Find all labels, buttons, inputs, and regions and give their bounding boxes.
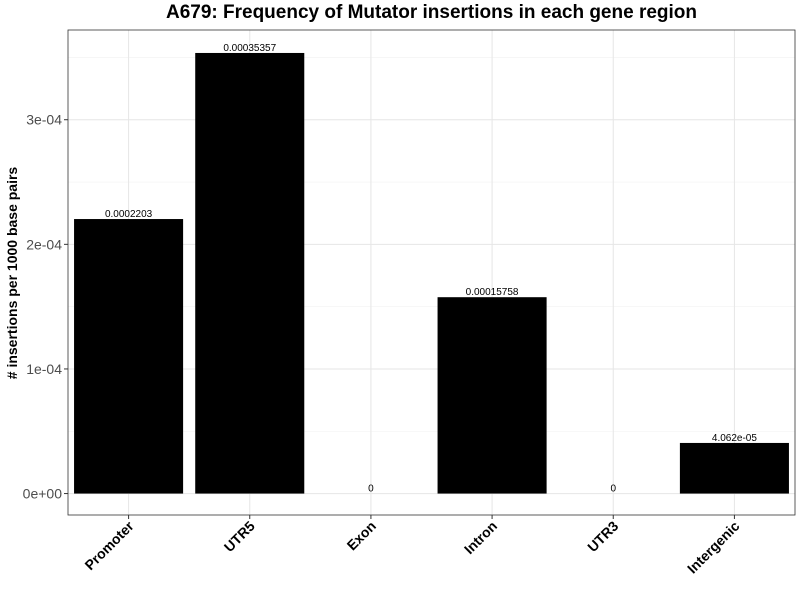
x-tick-label-exon: Exon — [344, 518, 380, 554]
data-label-utr5: 0.00035357 — [223, 43, 276, 54]
bars — [74, 52, 789, 494]
y-axis: 0e+00 1e-04 2e-04 3e-04 — [23, 112, 68, 502]
bar-utr5 — [195, 52, 305, 494]
data-label-utr3: 0 — [610, 484, 616, 495]
x-axis: Promoter UTR5 Exon Intron UTR3 Intergenic — [81, 515, 743, 577]
y-tick-label: 3e-04 — [26, 112, 62, 128]
bar-intron — [437, 297, 547, 494]
chart-title: A679: Frequency of Mutator insertions in… — [165, 2, 698, 23]
data-label-promoter: 0.0002203 — [105, 209, 153, 220]
y-tick-label: 0e+00 — [23, 486, 63, 502]
x-tick-label-intergenic: Intergenic — [684, 518, 743, 577]
y-tick-label: 1e-04 — [26, 361, 62, 377]
x-tick-label-promoter: Promoter — [81, 517, 137, 573]
y-tick-label: 2e-04 — [26, 236, 62, 252]
panel-border — [67, 29, 796, 516]
bar-promoter — [74, 219, 184, 494]
x-tick-label-intron: Intron — [461, 518, 500, 557]
data-label-intron: 0.00015758 — [466, 287, 519, 298]
bar-intergenic — [679, 442, 789, 494]
data-label-exon: 0 — [368, 484, 374, 495]
data-label-intergenic: 4.062e-05 — [712, 433, 757, 444]
x-tick-label-utr3: UTR3 — [584, 518, 621, 555]
data-labels: 0.0002203 0.00035357 0 0.00015758 0 4.062e-05 — [105, 43, 757, 495]
x-tick-label-utr5: UTR5 — [221, 518, 258, 555]
